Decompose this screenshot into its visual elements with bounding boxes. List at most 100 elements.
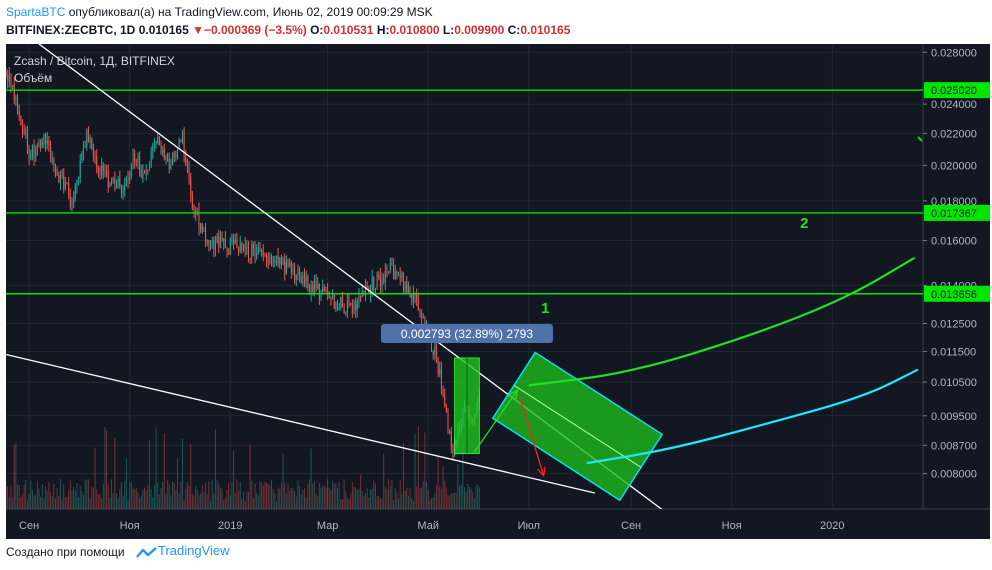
x-tick-label: Сен [19,520,39,532]
candle-body [158,136,160,146]
price-chart[interactable]: 0.002793 (32.89%) 2793 1 2 0.028000 0.02400… [0,44,992,540]
volume-bar [91,486,93,509]
volume-bar [434,492,436,509]
published-text: опубликовал(а) на TradingView.com, Июнь … [68,5,433,19]
volume-bar [363,496,365,509]
candle-body [285,261,287,275]
candle-body [416,293,418,299]
volume-bar [188,485,190,509]
volume-bar [165,493,167,509]
candle-body [407,286,409,293]
volume-bar [186,482,188,509]
level-price-label: 0.025020 [931,85,977,97]
x-tick-label: Июл [518,520,540,532]
horizontal-levels [6,89,923,295]
candle-body [391,263,393,265]
candle-body [167,155,169,159]
candle-body [274,259,276,263]
candle-body [163,149,165,158]
green-projection-curve [528,256,916,387]
volume-bar [221,488,223,509]
volume-bar [120,482,122,509]
volume-bars [6,426,480,509]
candle-body [297,269,299,275]
close-label: C: [507,23,521,37]
volume-bar [401,494,403,509]
volume-bar [129,483,131,509]
candle-body [10,74,12,86]
volume-bar [41,484,43,509]
candle-body [33,146,35,158]
candle-body [452,447,454,456]
volume-bar [361,491,363,509]
volume-bar [205,482,207,509]
volume-bar [58,496,60,509]
volume-bar [135,487,137,509]
volume-bar [181,438,183,509]
candle-body [69,196,71,206]
volume-bar [332,481,334,509]
candle-body [119,178,121,186]
candle-body [83,147,85,154]
candle-body [299,269,301,278]
volume-bar [435,485,437,509]
y-tick-label: 0.016000 [931,235,977,247]
candle-body [188,168,190,178]
ohlc-line: BITFINEX:ZECBTC, 1D 0.010165 ▼−0.000369 … [6,23,570,37]
volume-bar [340,499,342,509]
volume-bar [386,488,388,509]
volume-bar [147,484,149,509]
candle-body [175,152,177,157]
candle-body [109,183,111,188]
volume-bar [323,485,325,509]
author-link[interactable]: SpartaBTC [6,5,66,19]
candle-body [353,303,355,314]
tradingview-brand-link[interactable]: TradingView [158,543,230,558]
volume-bar [10,484,12,509]
price-axis-labels: 0.028000 0.024000 0.022000 0.020000 0.018000… [923,47,990,481]
candle-body [340,297,342,309]
candle-body [338,308,340,310]
candle-body [325,289,327,291]
time-axis[interactable] [6,509,990,539]
candle-body [130,166,132,178]
price-axis[interactable] [923,44,990,509]
candle-body [246,246,248,249]
candle-body [178,139,180,148]
volume-bar [76,483,78,509]
volume-bar [464,487,465,509]
volume-bar [313,480,315,509]
candle-body [224,239,226,249]
volume-bar [228,483,230,509]
candle-body [64,182,66,189]
change-down-icon: ▼ [192,23,204,37]
volume-bar [106,430,108,509]
candle-body [244,244,246,249]
candle-body [322,287,324,293]
volume-bar [33,495,35,509]
candle-body [46,140,48,144]
candle-body [365,285,367,294]
volume-bar [302,489,304,509]
candle-body [81,153,83,160]
volume-bar [144,487,146,509]
candle-body [292,267,294,272]
candle-body [323,287,325,290]
candle-body [198,210,200,230]
volume-bar [190,444,192,509]
candle-body [251,243,253,259]
candle-body [26,131,28,149]
y-tick-label: 0.008000 [931,469,977,481]
candle-body [378,274,380,276]
volume-bar [325,487,327,509]
volume-bar [117,498,119,509]
candle-body [412,293,414,302]
candle-body [383,279,385,282]
tradingview-logo-icon[interactable] [136,546,158,560]
candle-body [424,317,426,328]
candle-body [229,240,231,255]
close-value: 0.010165 [520,23,571,37]
volume-bar [210,500,212,509]
volume-bar [71,490,73,509]
volume-bar [170,495,172,509]
